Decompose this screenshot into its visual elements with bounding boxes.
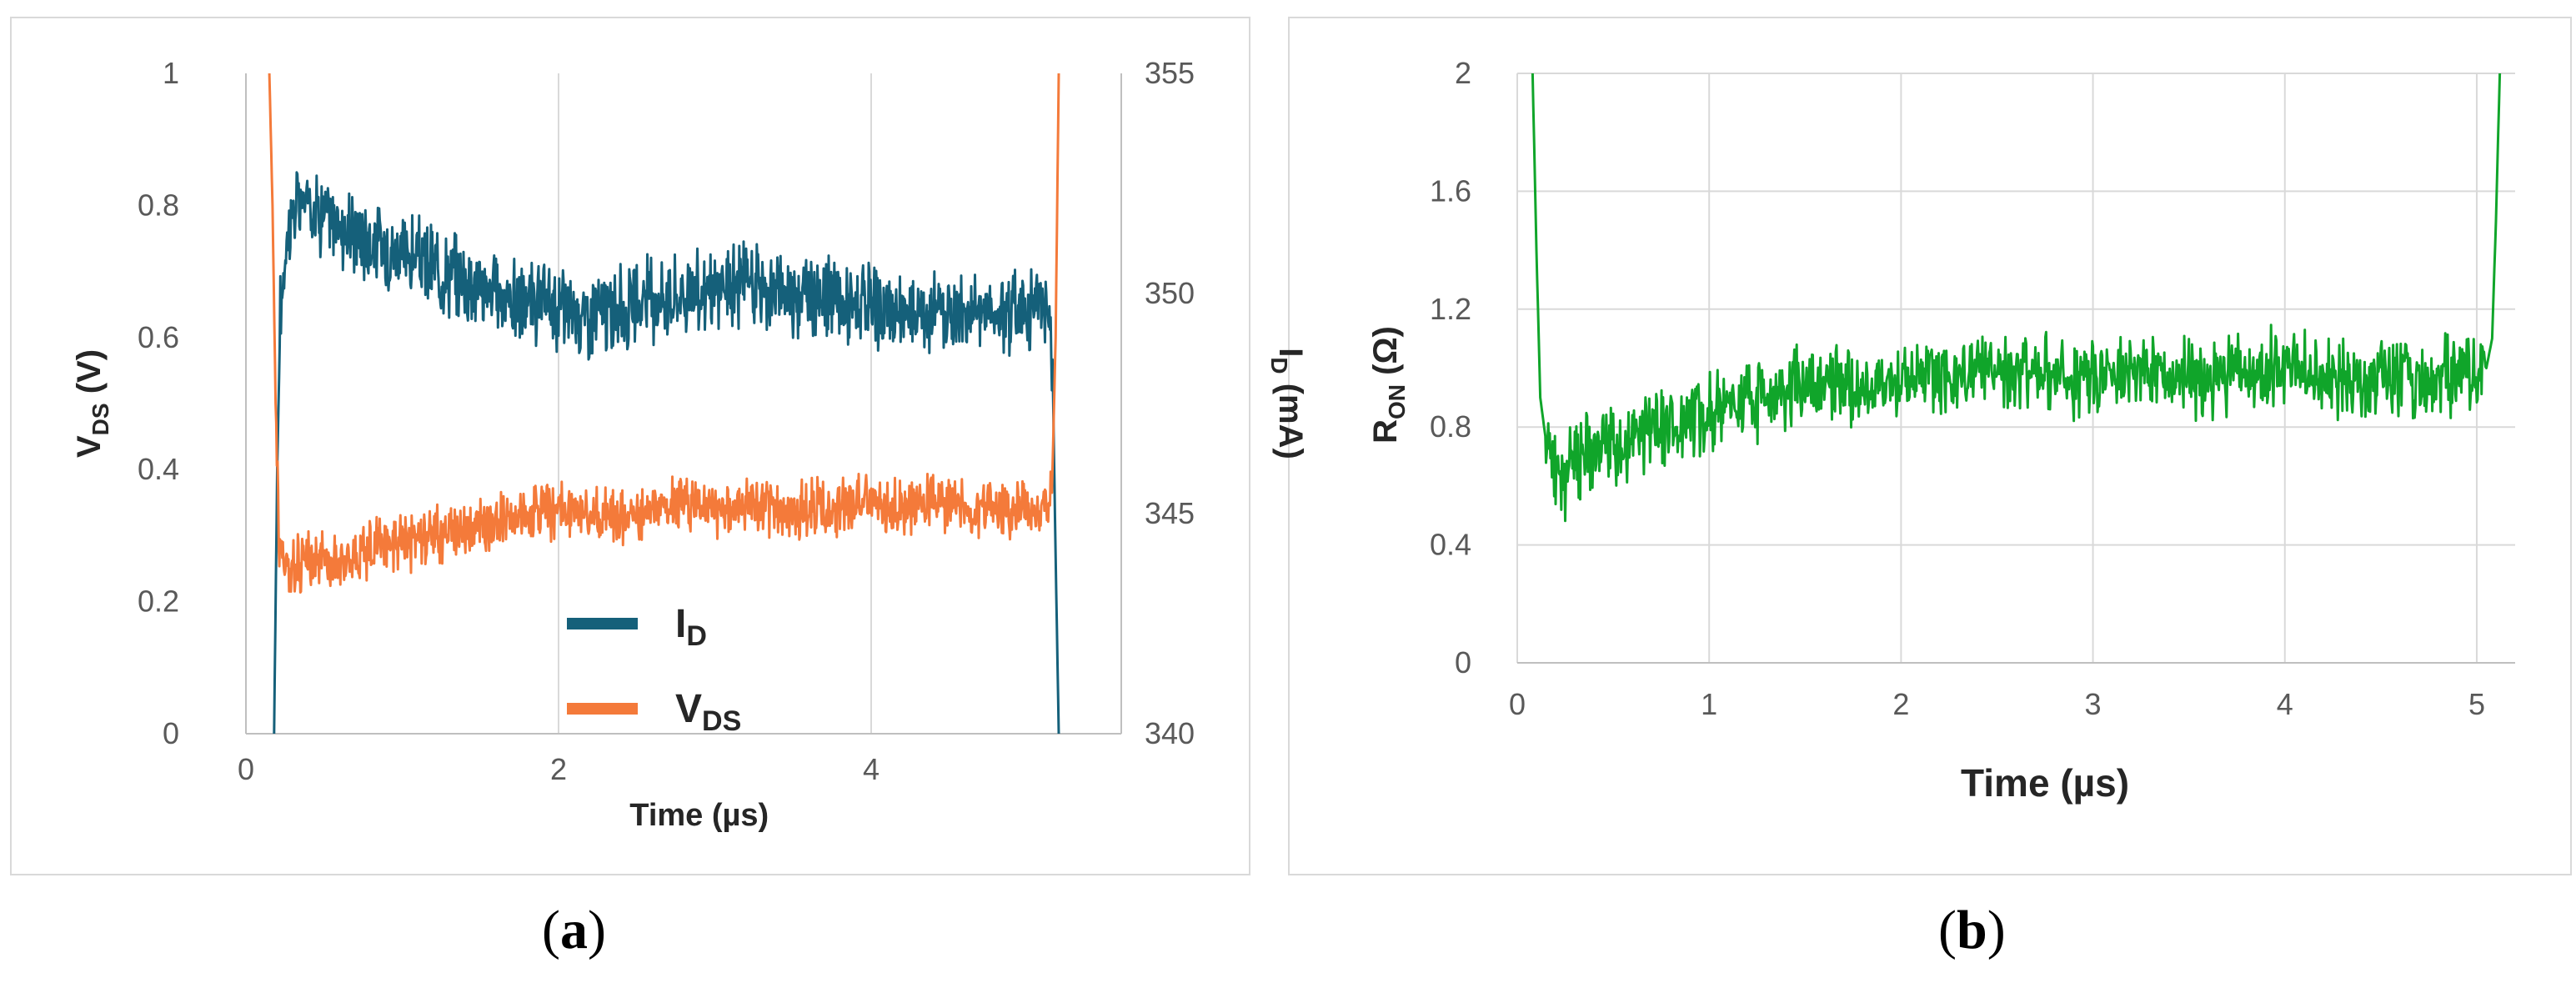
chart-a: 0 2 4 0 0.2 0.4 0.6 0.8 1 340 345 350 355 Time (µs) VD… [71,56,1309,833]
y-tick-label-b: 0.4 [1430,528,1471,562]
caption-b-close: ) [1987,900,2006,960]
y-left-tick-label-a: 0.8 [138,188,179,222]
panel-a-frame [10,17,1250,875]
y-right-tick-label-a: 340 [1145,716,1195,750]
y-tick-label-b: 2 [1455,56,1471,90]
series-line-b-ron [1531,73,2502,523]
legend-label-a: VDS [675,687,741,737]
caption-a: (a) [542,899,606,962]
y-right-axis-label-a: ID (mA) [1266,348,1309,459]
series-line-a-id [273,171,1060,735]
y-tick-label-b: 1.2 [1430,292,1471,326]
x-axis-label-a: Time (µs) [629,798,769,833]
y-left-tick-label-a: 0 [163,716,179,750]
x-tick-label-a: 2 [550,752,567,786]
caption-b-letter: b [1956,900,1987,960]
y-left-tick-label-a: 0.4 [138,452,179,486]
x-tick-label-b: 4 [2277,687,2293,721]
y-left-tick-label-a: 0.2 [138,584,179,619]
x-tick-label-a: 0 [238,752,254,786]
chart-b: 0 1 2 3 4 5 0 0.4 0.8 1.2 1.6 2 Time (µs) RON (Ω) [1367,56,2515,805]
y-left-axis-label-a: VDS (V) [71,349,113,458]
caption-a-close: ) [587,900,606,960]
legend-label-a: ID [675,602,707,652]
x-tick-label-b: 1 [1701,687,1717,721]
series-line-a-vds [268,73,1060,594]
x-tick-label-b: 3 [2085,687,2102,721]
x-tick-label-a: 4 [863,752,880,786]
y-left-tick-label-a: 0.6 [138,320,179,354]
y-right-tick-label-a: 350 [1145,276,1195,310]
caption-b: (b) [1938,899,2006,962]
y-left-tick-label-a: 1 [163,56,179,90]
x-axis-label-b: Time (µs) [1961,761,2129,805]
x-tick-label-b: 2 [1892,687,1909,721]
y-tick-label-b: 0.8 [1430,409,1471,444]
y-axis-label-b: RON (Ω) [1367,326,1410,444]
caption-a-letter: a [559,900,588,960]
y-tick-label-b: 1.6 [1430,173,1471,208]
panel-b-frame [1288,17,2572,875]
caption-a-open: ( [542,900,560,960]
y-right-tick-label-a: 345 [1145,496,1195,530]
y-right-tick-label-a: 355 [1145,56,1195,90]
caption-b-open: ( [1938,900,1957,960]
x-tick-label-b: 5 [2468,687,2485,721]
x-tick-label-b: 0 [1509,687,1526,721]
y-tick-label-b: 0 [1455,645,1471,680]
